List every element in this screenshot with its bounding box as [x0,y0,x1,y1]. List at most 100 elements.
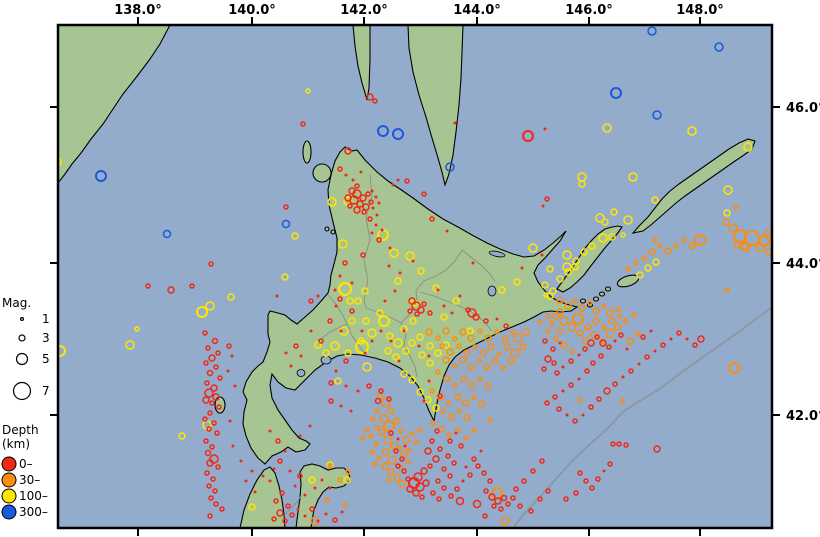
epicenter-orange [564,302,572,310]
epicenter-orange [425,328,433,336]
epicenter-red [379,329,383,333]
epicenter-red [376,237,382,243]
epicenter-orange [601,324,607,330]
epicenter-orange [430,420,436,426]
epicenter-red [454,431,458,435]
epicenter-red [288,469,292,473]
magnitude-7-label: 7 [42,384,50,398]
epicenter-orange [513,333,523,343]
epicenter-red [380,228,384,232]
epicenter-red [669,337,673,341]
epicenter-red [216,404,222,410]
epicenter-red [202,396,210,404]
epicenter-orange [381,398,391,408]
epicenter-orange [556,308,564,316]
epicenter-red [583,478,589,484]
epicenter-yellow [410,299,418,307]
epicenter-red [202,330,208,336]
epicenter-red [543,127,547,131]
epicenter-layer-30km [310,204,772,526]
epicenter-red [422,479,430,487]
epicenter-yellow [408,339,416,347]
epicenter-red [568,382,574,388]
epicenter-red [561,389,565,393]
axis-tick-label: 144.0° [453,3,501,18]
epicenter-red [289,364,293,368]
epicenter-red [386,396,392,402]
sakhalin-west-cape-landmass [352,25,371,101]
epicenter-red [577,470,583,476]
epicenter-orange [452,336,458,342]
epicenter-red [211,337,219,345]
epicenter-yellow [386,332,394,340]
epicenter-orange [553,336,559,342]
epicenter-red [402,329,406,333]
epicenter-red [437,446,443,452]
epicenter-red [344,173,348,177]
epicenter-red [344,384,348,388]
epicenter-red [640,334,646,340]
epicenter-red [206,483,212,489]
epicenter-red [427,310,433,316]
epicenter-red [293,343,299,349]
epicenter-red [374,195,378,199]
epicenter-yellow [608,233,616,241]
depth-30km-circle [1,472,17,488]
epicenter-red [205,345,211,351]
epicenter-yellow [392,353,400,361]
epicenter-orange [456,343,462,349]
epicenter-yellow [636,271,644,279]
epicenter-yellow [572,257,580,265]
epicenter-orange [491,357,499,365]
epicenter-red [685,337,689,341]
epicenter-red [209,454,219,464]
epicenter-red [213,501,219,507]
epicenter-red [448,493,454,499]
epicenter-red [206,369,214,377]
epicenter-blue [162,229,172,239]
lake-layer [296,250,506,377]
epicenter-red [353,206,361,214]
epicenter-blue [610,87,622,99]
epicenter-red [556,406,562,412]
epicenter-red [284,351,288,355]
epicenter-orange [459,328,467,336]
epicenter-orange [442,356,450,364]
kuril-trench-line [513,306,772,528]
epicenter-orange [576,329,584,337]
epicenter-yellow [578,180,586,188]
epicenter-red [520,266,524,270]
epicenter-red [572,418,578,424]
epicenter-red [417,344,421,348]
epicenter-red [333,288,337,292]
hokkaido-landmass [242,146,579,465]
epicenter-yellow [314,341,322,349]
epicenter-red [541,366,547,372]
epicenter-red [212,488,218,494]
epicenter-orange [446,348,454,356]
epicenter-orange [572,298,578,304]
epicenter-yellow [354,297,362,305]
epicenter-orange [405,459,411,465]
epicenter-red [472,499,482,509]
epicenter-red [594,334,600,340]
magnitude-legend-item: 3 [2,329,58,347]
magnitude-5-label: 5 [42,352,50,366]
epicenter-red [268,479,272,483]
epicenter-yellow [562,250,572,260]
epicenter-yellow [416,333,424,341]
epicenter-red [676,330,682,336]
epicenter-yellow [330,341,340,351]
epicenter-red [607,461,613,467]
epicenter-red [644,354,650,360]
magnitude-legend-item: 7 [2,380,58,402]
epicenter-orange [664,247,672,255]
epicenter-red [391,183,395,187]
epicenter-orange [374,408,380,414]
epicenter-orange [386,477,392,483]
epicenter-yellow [687,126,697,136]
epicenter-red [202,416,208,422]
epicenter-red [596,396,602,402]
epicenter-blue [647,26,657,36]
epicenter-red [366,383,372,389]
